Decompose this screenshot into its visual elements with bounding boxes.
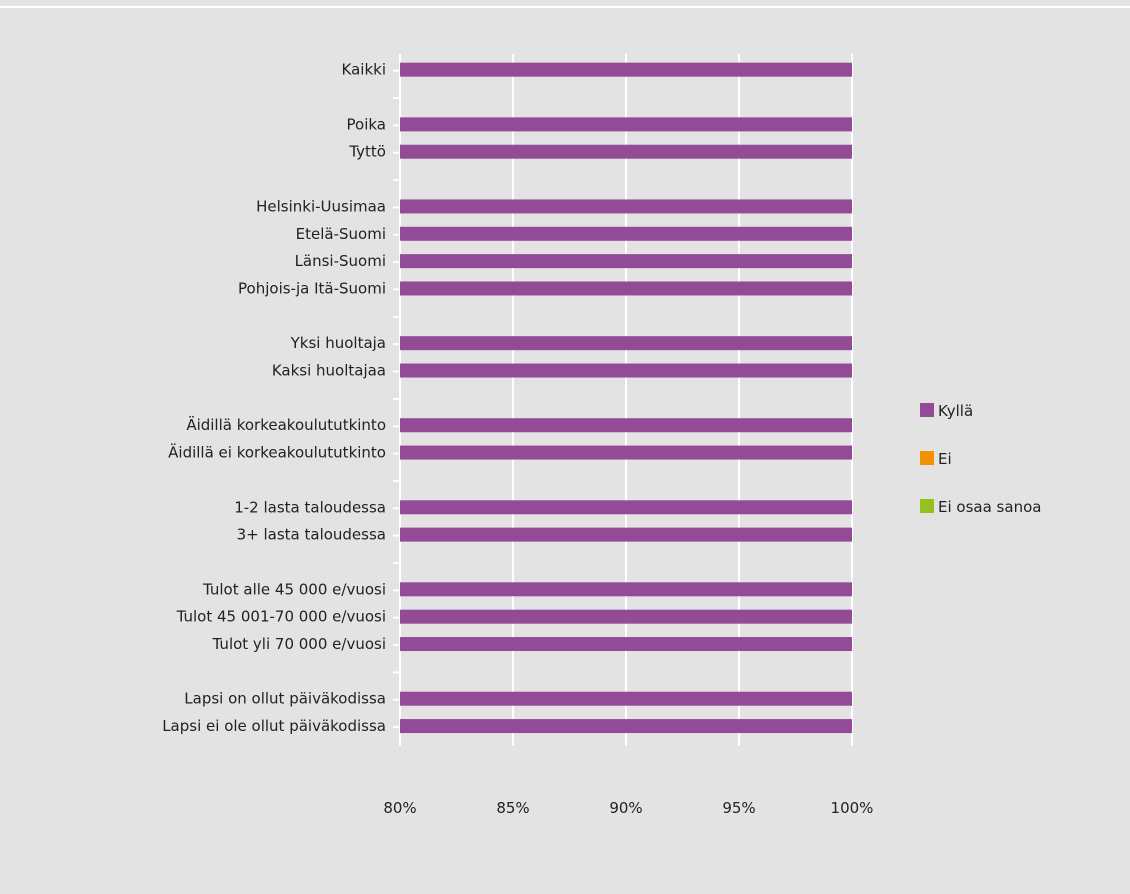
bar-segment (400, 363, 852, 378)
bar-segment (400, 336, 852, 351)
x-tick-label: 85% (496, 799, 529, 817)
category-label: 1-2 lasta taloudessa (234, 498, 386, 516)
x-tick-label: 95% (722, 799, 755, 817)
category-label: Pohjois-ja Itä-Suomi (238, 279, 386, 297)
x-tick-label: 100% (831, 799, 874, 817)
bar-segment (400, 582, 852, 597)
category-label: Poika (347, 115, 386, 133)
category-label: Äidillä korkeakoulututkinto (186, 415, 386, 434)
category-label: Helsinki-Uusimaa (256, 197, 386, 215)
legend-label: Ei (938, 450, 952, 468)
category-label: Kaksi huoltajaa (272, 362, 386, 380)
grid-lines (512, 54, 853, 746)
bar-segment (400, 254, 852, 269)
bar-segment (400, 445, 852, 460)
bar-segment (400, 226, 852, 241)
bar-segment (400, 637, 852, 652)
bar-segment (400, 281, 852, 296)
legend-swatch (920, 403, 934, 417)
category-label: Tyttö (348, 143, 386, 161)
bar-segment (400, 144, 852, 159)
category-label: Yksi huoltaja (290, 334, 386, 352)
category-label: Tulot 45 001-70 000 e/vuosi (176, 608, 386, 626)
bar-segment (400, 527, 852, 542)
category-label: Lapsi on ollut päiväkodissa (184, 690, 386, 708)
bar-segment (400, 719, 852, 734)
bars-group (400, 62, 852, 734)
category-label: Etelä-Suomi (296, 225, 386, 243)
bar-segment (400, 500, 852, 515)
category-label: Tulot alle 45 000 e/vuosi (202, 580, 386, 598)
legend-swatch (920, 499, 934, 513)
top-divider (0, 6, 1130, 8)
bar-segment (400, 691, 852, 706)
legend: Kyllä Ei Ei osaa sanoa (920, 402, 1041, 516)
bar-segment (400, 62, 852, 77)
bar-segment (400, 199, 852, 214)
bar-segment (400, 609, 852, 624)
bar-segment (400, 117, 852, 132)
category-label: Tulot yli 70 000 e/vuosi (212, 635, 386, 653)
bar-segment (400, 418, 852, 433)
category-label: Äidillä ei korkeakoulututkinto (168, 443, 386, 462)
legend-swatch (920, 451, 934, 465)
x-tick-labels: 80% 85% 90% 95% 100% (383, 799, 873, 817)
category-labels: Kaikki Poika Tyttö Helsinki-Uusimaa Etelä-Su… (162, 61, 386, 735)
x-tick-label: 90% (609, 799, 642, 817)
x-tick-label: 80% (383, 799, 416, 817)
category-label: Länsi-Suomi (295, 252, 386, 270)
category-label: Kaikki (342, 61, 386, 79)
legend-label: Kyllä (938, 402, 973, 420)
category-label: 3+ lasta taloudessa (237, 526, 386, 544)
y-axis (393, 54, 401, 746)
legend-label: Ei osaa sanoa (938, 498, 1041, 516)
category-label: Lapsi ei ole ollut päiväkodissa (162, 717, 386, 735)
